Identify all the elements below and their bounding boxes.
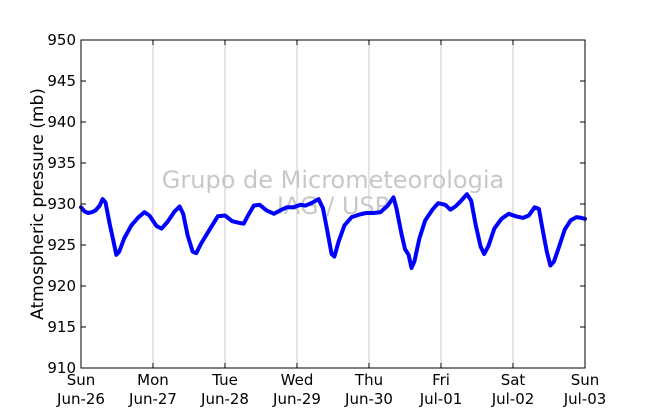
y-tick-label: 945 <box>47 72 76 90</box>
x-tick-label-day: Tue <box>211 371 238 389</box>
x-tick-label-date: Jun-26 <box>56 390 105 408</box>
x-tick-label-day: Fri <box>432 371 450 389</box>
y-tick-label: 930 <box>47 195 76 213</box>
y-tick-label: 940 <box>47 113 76 131</box>
series-line-group <box>79 192 587 270</box>
y-tick-label: 935 <box>47 154 76 172</box>
y-tick-label: 920 <box>47 277 76 295</box>
watermark-line-1: Grupo de Micrometeorologia <box>162 166 504 194</box>
x-tick-label-date: Jul-03 <box>563 390 607 408</box>
x-tick-label-date: Jun-27 <box>128 390 177 408</box>
x-tick-label-day: Mon <box>137 371 169 389</box>
y-axis-title: Atmospheric pressure (mb) <box>28 88 48 320</box>
pressure-series-line <box>79 192 587 270</box>
x-tick-label-day: Wed <box>281 371 314 389</box>
x-tick-label-date: Jul-01 <box>419 390 463 408</box>
x-axis: SunJun-26MonJun-27TueJun-28WedJun-29ThuJ… <box>56 40 606 408</box>
x-tick-label-day: Sun <box>67 371 96 389</box>
y-tick-label: 925 <box>47 236 76 254</box>
y-tick-label: 915 <box>47 318 76 336</box>
y-tick-label: 910 <box>47 359 76 377</box>
x-tick-label-date: Jun-28 <box>200 390 249 408</box>
x-tick-label-day: Sat <box>501 371 526 389</box>
y-axis: 910 915 920 925 930 935 940 945 950 <box>47 31 585 377</box>
x-tick-label-date: Jul-02 <box>491 390 535 408</box>
x-tick-label-date: Jun-30 <box>344 390 393 408</box>
x-tick-label-date: Jun-29 <box>272 390 321 408</box>
x-tick-label-day: Sun <box>571 371 600 389</box>
x-tick-label-day: Thu <box>354 371 383 389</box>
y-tick-label: 950 <box>47 31 76 49</box>
